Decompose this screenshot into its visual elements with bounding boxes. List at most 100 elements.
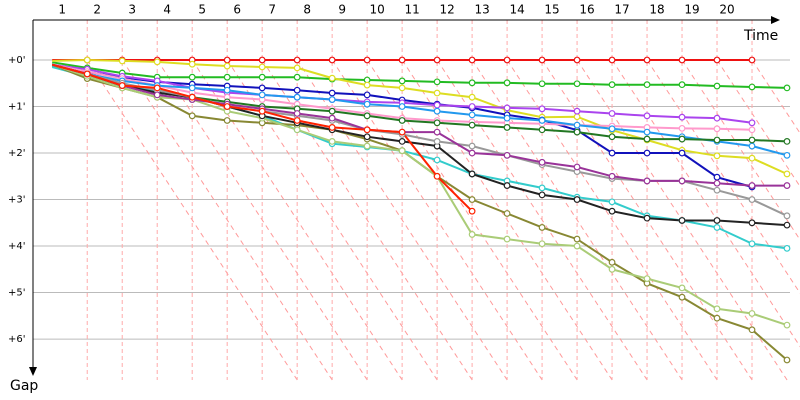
data-point xyxy=(678,135,686,143)
x-axis-label: Time xyxy=(743,28,778,44)
data-point xyxy=(713,186,721,194)
data-point xyxy=(678,217,686,224)
data-point xyxy=(608,265,616,273)
data-point xyxy=(573,80,581,88)
data-point xyxy=(608,133,616,141)
data-point xyxy=(468,56,476,64)
data-point xyxy=(713,217,721,224)
data-point xyxy=(608,198,616,206)
x-tick-label: 4 xyxy=(163,3,171,17)
data-point xyxy=(538,184,546,192)
data-point xyxy=(678,113,686,121)
data-point xyxy=(258,91,266,99)
data-point xyxy=(643,56,651,64)
data-point xyxy=(398,103,406,110)
data-point xyxy=(293,86,301,94)
x-tick-label: 9 xyxy=(338,3,346,17)
data-point xyxy=(188,84,196,92)
data-point xyxy=(538,117,546,124)
data-point xyxy=(468,231,476,238)
data-point xyxy=(748,119,756,127)
data-point xyxy=(538,56,546,64)
data-point xyxy=(608,172,616,180)
data-point xyxy=(608,81,616,89)
data-point xyxy=(433,56,441,64)
data-point xyxy=(573,128,581,136)
series-line xyxy=(51,63,788,227)
data-point xyxy=(223,103,231,110)
data-point xyxy=(188,93,196,101)
x-tick-label: 12 xyxy=(439,3,454,17)
data-point xyxy=(608,110,616,117)
data-point xyxy=(293,110,301,117)
data-point xyxy=(608,56,616,64)
data-point xyxy=(573,242,581,250)
data-point xyxy=(748,196,756,203)
data-point xyxy=(748,83,756,91)
y-tick-label: +2' xyxy=(8,148,26,159)
data-point xyxy=(468,79,476,87)
data-point xyxy=(748,56,756,64)
data-point xyxy=(328,124,336,131)
data-point xyxy=(258,107,266,115)
data-point xyxy=(118,57,126,65)
data-point xyxy=(573,121,581,129)
data-point xyxy=(258,84,266,92)
data-point xyxy=(748,136,756,144)
data-point xyxy=(538,158,546,166)
data-point xyxy=(433,128,441,136)
data-point xyxy=(643,149,651,157)
data-point xyxy=(643,214,651,222)
data-point xyxy=(398,147,406,155)
data-point xyxy=(643,128,651,136)
data-point xyxy=(748,126,756,134)
data-point xyxy=(433,156,441,164)
data-point xyxy=(573,196,581,203)
data-point xyxy=(328,74,336,82)
data-point xyxy=(398,128,406,136)
data-point xyxy=(293,117,301,124)
data-point xyxy=(153,84,161,92)
data-point xyxy=(503,182,511,189)
data-point xyxy=(748,154,756,162)
data-point xyxy=(713,179,721,187)
data-point xyxy=(188,73,196,81)
data-point xyxy=(748,326,756,334)
data-point xyxy=(678,293,686,301)
data-point xyxy=(503,210,511,217)
x-tick-label: 7 xyxy=(268,3,276,17)
data-point xyxy=(433,78,441,86)
data-point xyxy=(433,89,441,97)
x-tick-label: 20 xyxy=(719,3,734,17)
data-point xyxy=(468,196,476,203)
data-point xyxy=(328,107,336,115)
series-line xyxy=(52,61,788,89)
data-point xyxy=(363,56,371,64)
data-point xyxy=(433,119,441,127)
data-point xyxy=(363,100,371,108)
data-point xyxy=(468,170,476,178)
x-tick-label: 18 xyxy=(649,3,664,17)
y-tick-label: +6' xyxy=(8,334,26,345)
data-point xyxy=(538,105,546,113)
data-point xyxy=(398,84,406,92)
x-tick-label: 19 xyxy=(684,3,699,17)
data-point xyxy=(608,149,616,157)
data-point xyxy=(188,112,196,120)
data-point xyxy=(293,56,301,64)
data-point xyxy=(153,91,161,99)
data-point xyxy=(468,207,476,215)
data-point xyxy=(713,314,721,322)
y-tick-label: +1' xyxy=(8,102,26,113)
data-point xyxy=(643,81,651,89)
data-point xyxy=(643,135,651,143)
x-tick-label: 2 xyxy=(93,3,101,17)
data-point xyxy=(678,284,686,292)
data-point xyxy=(328,137,336,145)
data-point xyxy=(748,142,756,150)
data-point xyxy=(258,56,266,64)
data-point xyxy=(328,56,336,64)
x-tick-label: 10 xyxy=(369,3,384,17)
data-point xyxy=(643,177,651,185)
data-point xyxy=(433,107,441,115)
